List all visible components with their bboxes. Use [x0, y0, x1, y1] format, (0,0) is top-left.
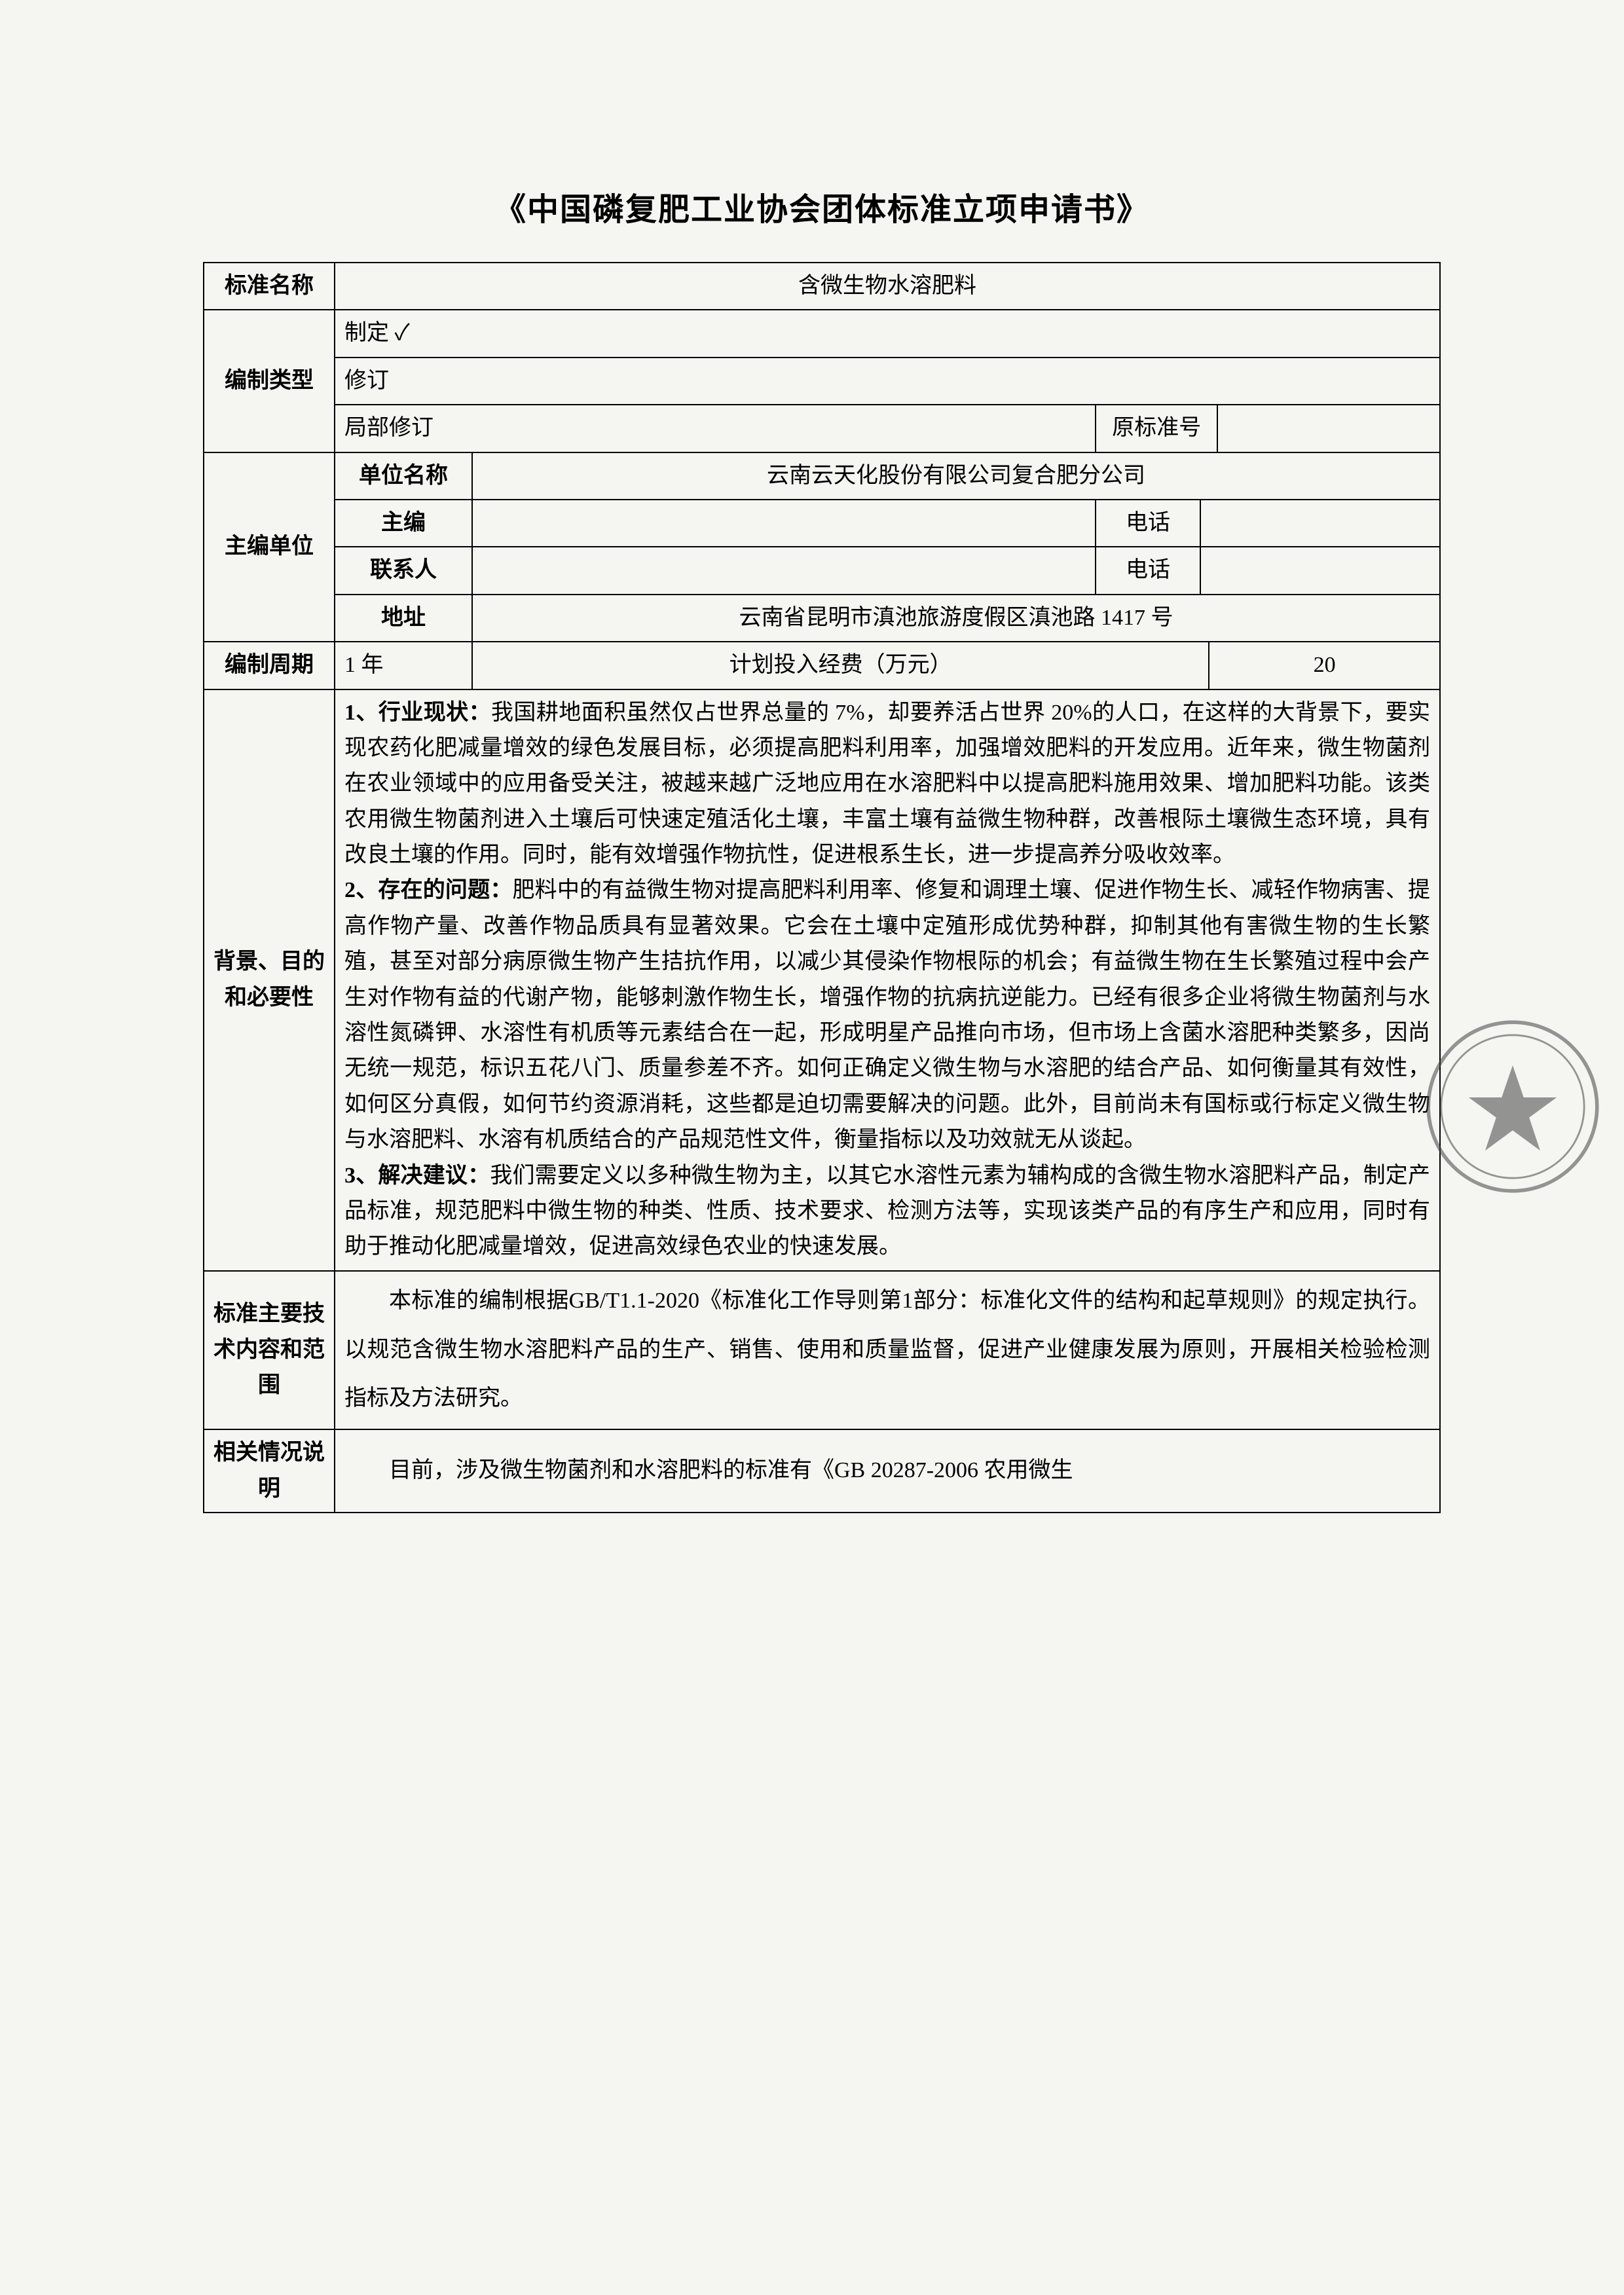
table-row: 背景、目的和必要性 1、行业现状：我国耕地面积虽然仅占世界总量的 7%，却要养活… — [204, 689, 1440, 1271]
table-row: 主编单位 单位名称 云南云天化股份有限公司复合肥分公司 — [204, 452, 1440, 500]
orig-std-no-value — [1217, 405, 1440, 452]
chief-editor-value — [472, 500, 1096, 547]
type-partial-cell: 局部修订 — [335, 405, 1096, 452]
phone-label-1: 电话 — [1096, 500, 1200, 547]
bg-heading-2: 2、存在的问题： — [344, 878, 513, 902]
bg-paragraph-3: 我们需要定义以多种微生物为主，以其它水溶性元素为辅构成的含微生物水溶肥料产品，制… — [344, 1164, 1430, 1259]
table-row: 修订 — [204, 358, 1440, 405]
table-row: 标准主要技术内容和范围 本标准的编制根据GB/T1.1-2020《标准化工作导则… — [204, 1271, 1440, 1429]
table-row: 相关情况说明 目前，涉及微生物菌剂和水溶肥料的标准有《GB 20287-2006… — [204, 1429, 1440, 1513]
related-label: 相关情况说明 — [204, 1429, 335, 1513]
official-stamp-icon — [1421, 1015, 1604, 1198]
unit-name-label: 单位名称 — [335, 452, 472, 500]
table-row: 局部修订 原标准号 — [204, 405, 1440, 452]
table-row: 主编 电话 — [204, 500, 1440, 547]
table-row: 地址 云南省昆明市滇池旅游度假区滇池路 1417 号 — [204, 595, 1440, 642]
type-revise-cell: 修订 — [335, 358, 1440, 405]
lead-unit-label: 主编单位 — [204, 452, 335, 642]
bg-paragraph-2: 肥料中的有益微生物对提高肥料利用率、修复和调理土壤、促进作物生长、减轻作物病害、… — [344, 878, 1430, 1152]
standard-name-label: 标准名称 — [204, 263, 335, 310]
table-row: 编制周期 1 年 计划投入经费（万元） 20 — [204, 642, 1440, 689]
budget-label: 计划投入经费（万元） — [472, 642, 1209, 689]
contact-label: 联系人 — [335, 547, 472, 594]
bg-heading-1: 1、行业现状： — [344, 701, 491, 725]
table-row: 联系人 电话 — [204, 547, 1440, 594]
related-content: 目前，涉及微生物菌剂和水溶肥料的标准有《GB 20287-2006 农用微生 — [335, 1429, 1440, 1513]
orig-std-no-label: 原标准号 — [1096, 405, 1217, 452]
background-content: 1、行业现状：我国耕地面积虽然仅占世界总量的 7%，却要养活占世界 20%的人口… — [335, 689, 1440, 1271]
application-form-table: 标准名称 含微生物水溶肥料 编制类型 制定 ✓ 修订 局部修订 原标准号 主编单… — [203, 262, 1441, 1513]
address-value: 云南省昆明市滇池旅游度假区滇池路 1417 号 — [472, 595, 1440, 642]
table-row: 编制类型 制定 ✓ — [204, 310, 1440, 357]
period-value: 1 年 — [335, 642, 472, 689]
tech-content: 本标准的编制根据GB/T1.1-2020《标准化工作导则第1部分：标准化文件的结… — [335, 1271, 1440, 1429]
table-row: 标准名称 含微生物水溶肥料 — [204, 263, 1440, 310]
budget-value: 20 — [1209, 642, 1440, 689]
phone1-value — [1200, 500, 1440, 547]
phone-label-2: 电话 — [1096, 547, 1200, 594]
page-title: 《中国磷复肥工业协会团体标准立项申请书》 — [203, 183, 1441, 229]
type-establish-cell: 制定 ✓ — [335, 310, 1440, 357]
contact-value — [472, 547, 1096, 594]
bg-heading-3: 3、解决建议： — [344, 1164, 490, 1188]
standard-name-value: 含微生物水溶肥料 — [335, 263, 1440, 310]
phone2-value — [1200, 547, 1440, 594]
address-label: 地址 — [335, 595, 472, 642]
compile-type-label: 编制类型 — [204, 310, 335, 452]
bg-paragraph-1: 我国耕地面积虽然仅占世界总量的 7%，却要养活占世界 20%的人口，在这样的大背… — [344, 701, 1430, 868]
chief-editor-label: 主编 — [335, 500, 472, 547]
tech-label: 标准主要技术内容和范围 — [204, 1271, 335, 1429]
period-label: 编制周期 — [204, 642, 335, 689]
background-label: 背景、目的和必要性 — [204, 689, 335, 1271]
unit-name-value: 云南云天化股份有限公司复合肥分公司 — [472, 452, 1440, 500]
